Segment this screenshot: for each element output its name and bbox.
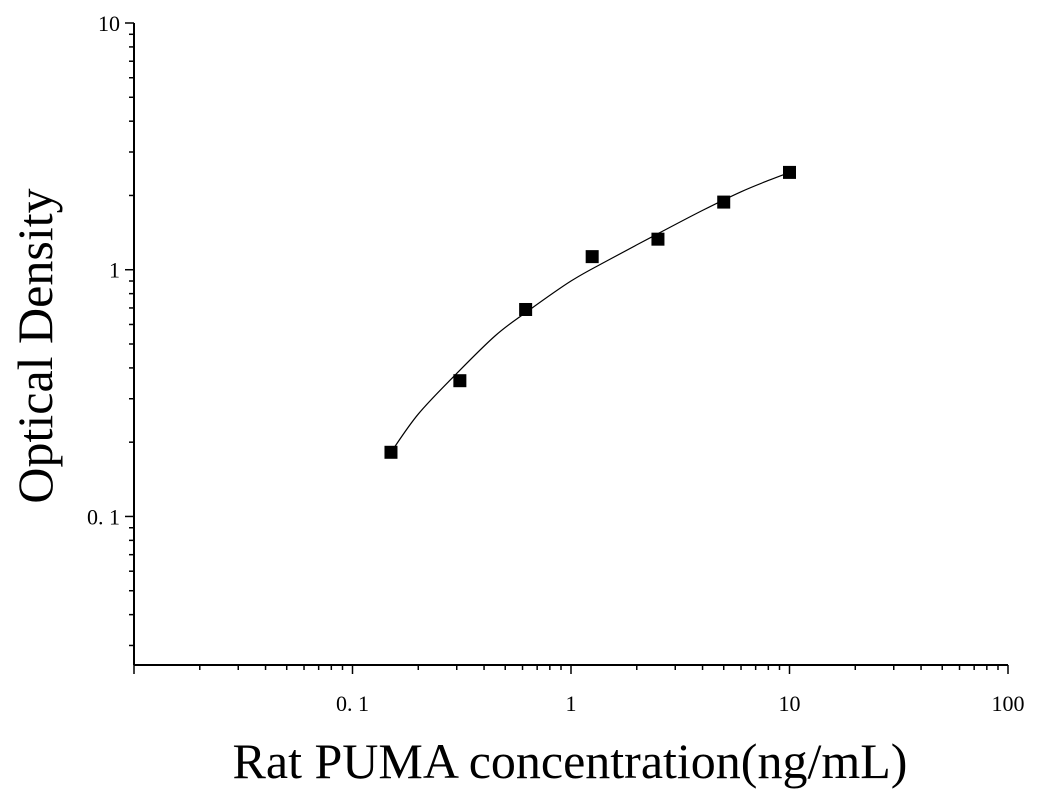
x-tick-label: 1 xyxy=(566,691,577,716)
data-point xyxy=(519,302,533,316)
y-axis-title: Optical Density xyxy=(7,188,63,503)
data-point xyxy=(783,165,796,179)
y-tick-label: 1 xyxy=(109,258,120,283)
data-point xyxy=(717,195,731,209)
axes xyxy=(133,23,1008,666)
ticks: 0. 1 1 10 100 10 1 0. 1 xyxy=(87,11,1025,716)
x-tick-label: 10 xyxy=(779,691,801,716)
x-tick-label: 0. 1 xyxy=(336,691,369,716)
x-tick-label: 100 xyxy=(992,691,1025,716)
data-points xyxy=(384,165,796,459)
y-tick-label: 0. 1 xyxy=(87,504,120,529)
y-tick-label: 10 xyxy=(98,11,120,36)
data-point xyxy=(651,232,665,246)
data-point xyxy=(585,250,599,264)
data-point xyxy=(453,374,467,388)
data-point xyxy=(384,445,398,459)
fit-curve xyxy=(390,171,790,453)
x-axis-title: Rat PUMA concentration(ng/mL) xyxy=(233,733,908,789)
fit-curve-layer xyxy=(390,171,790,453)
